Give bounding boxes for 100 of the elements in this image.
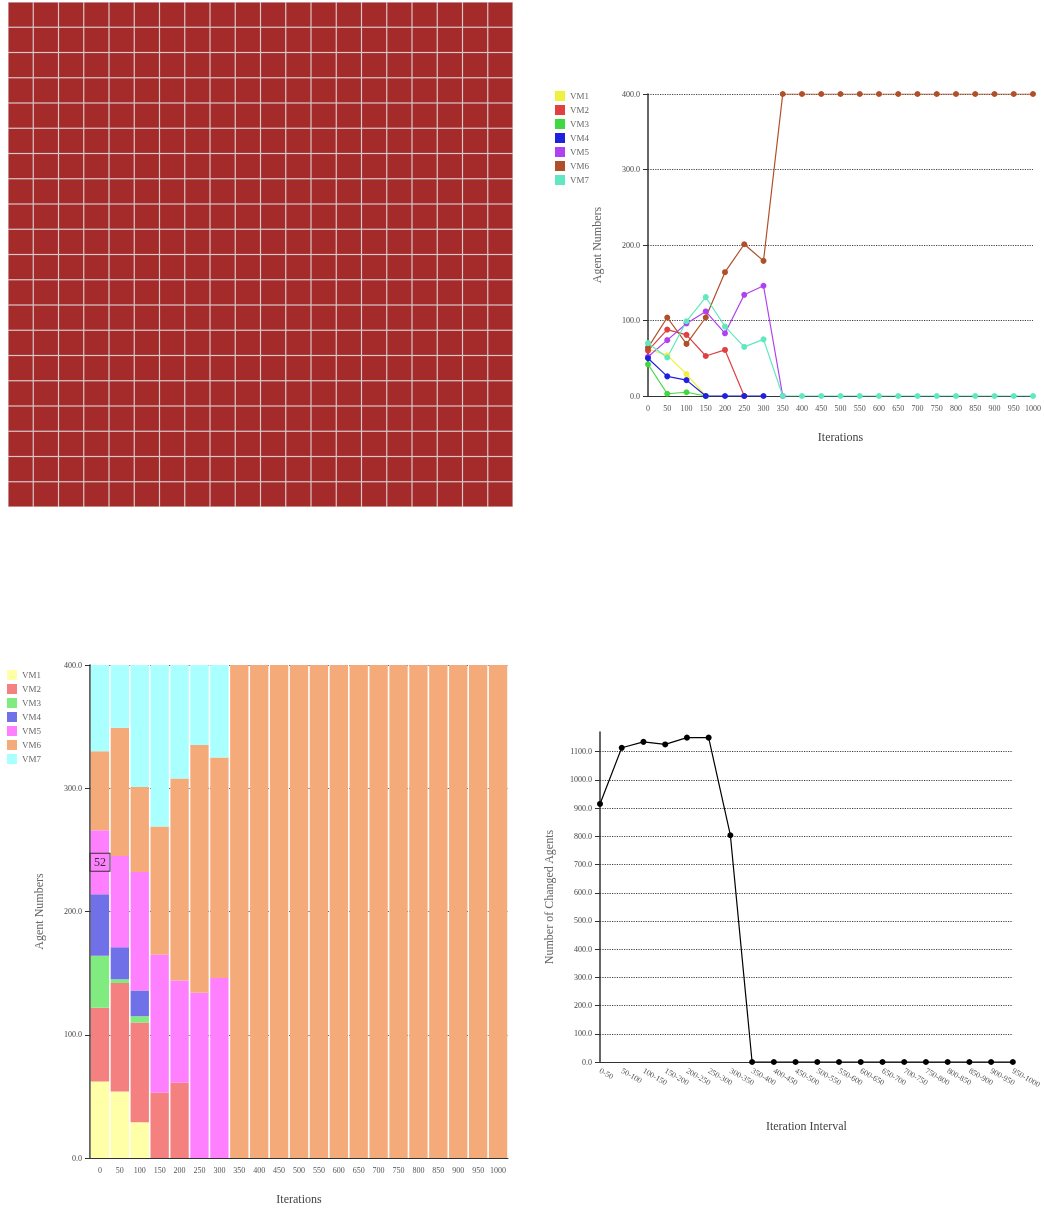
point <box>722 393 728 399</box>
point <box>944 1059 951 1065</box>
point <box>722 269 728 276</box>
bar <box>110 982 130 1092</box>
point <box>664 373 671 380</box>
point <box>933 393 940 399</box>
bar <box>110 947 130 980</box>
point <box>856 91 863 97</box>
point <box>953 91 959 97</box>
point <box>683 331 690 338</box>
point <box>991 91 998 97</box>
x-tick-label: 150 <box>153 1165 166 1175</box>
bar <box>289 665 309 1158</box>
y-tick-label: 400.0 <box>574 944 592 954</box>
bar <box>130 1122 149 1158</box>
x-tick-label: 0-50 <box>597 1066 615 1082</box>
x-tick-label: 650 <box>352 1165 365 1175</box>
x-tick-label: 600 <box>332 1165 345 1175</box>
annotation: 52 <box>93 855 106 870</box>
x-tick-label: 950 <box>472 1165 485 1175</box>
point <box>645 361 651 368</box>
legend-label: VM3 <box>570 119 590 129</box>
bar <box>130 872 149 991</box>
y-tick-label: 300.0 <box>574 972 592 982</box>
x-axis-title: Iterations <box>817 430 864 444</box>
y-tick-label: 400.0 <box>64 660 82 670</box>
point <box>770 1059 777 1065</box>
bar <box>130 1022 149 1123</box>
point <box>722 330 728 337</box>
x-tick-label: 550 <box>312 1165 325 1175</box>
bar <box>130 1016 149 1023</box>
point <box>1010 91 1017 97</box>
point <box>972 91 979 97</box>
point <box>814 1059 821 1065</box>
y-axis-title: Number of Changed Agents <box>542 829 556 965</box>
x-tick-label: 800 <box>950 403 962 413</box>
x-axis-title: Iterations <box>276 1192 322 1206</box>
bar <box>449 665 468 1158</box>
x-tick-label: 50 <box>115 1165 124 1175</box>
point <box>749 1059 756 1065</box>
x-tick-label: 450 <box>815 403 828 413</box>
point <box>972 393 979 399</box>
y-tick-label: 300.0 <box>64 783 82 793</box>
bar <box>90 894 110 956</box>
bar <box>130 665 149 788</box>
point <box>1010 393 1017 399</box>
point <box>779 91 786 97</box>
x-tick-label: 850 <box>432 1165 445 1175</box>
x-tick-label: 350 <box>776 403 789 413</box>
x-tick-label: 800 <box>412 1165 425 1175</box>
point <box>799 393 805 399</box>
x-tick-label: 900 <box>988 403 1001 413</box>
point <box>914 91 921 97</box>
bar <box>90 1007 110 1082</box>
point <box>922 1059 929 1065</box>
point <box>953 393 959 399</box>
x-tick-label: 750 <box>392 1165 405 1175</box>
point <box>664 314 671 321</box>
x-axis-title: Iteration Interval <box>765 1119 848 1133</box>
point <box>901 1059 908 1065</box>
legend-label: VM4 <box>22 712 42 722</box>
bar <box>90 830 110 895</box>
bar <box>110 979 130 983</box>
bar <box>269 665 289 1158</box>
point <box>837 91 844 97</box>
point <box>683 377 690 384</box>
y-tick-label: 100.0 <box>622 316 640 325</box>
y-tick-label: 1000.0 <box>570 775 592 785</box>
point <box>664 326 671 333</box>
y-tick-label: 800.0 <box>574 831 592 841</box>
point <box>664 337 671 344</box>
point <box>683 340 690 347</box>
point <box>597 800 603 807</box>
x-tick-label: 550 <box>853 403 866 413</box>
y-axis-title: Agent Numbers <box>32 873 46 950</box>
x-tick-label: 300 <box>213 1165 226 1175</box>
point <box>895 91 902 97</box>
x-tick-label: 500 <box>293 1165 305 1175</box>
point <box>837 393 844 399</box>
point <box>727 832 734 839</box>
x-tick-label: 200 <box>173 1165 186 1175</box>
point <box>702 308 709 315</box>
x-tick-label: 650 <box>892 403 905 413</box>
point <box>818 393 825 399</box>
y-tick-label: 600.0 <box>574 888 592 898</box>
y-tick-label: 900.0 <box>574 803 592 813</box>
bar <box>90 665 110 752</box>
point <box>683 371 690 378</box>
x-tick-label: 350 <box>233 1165 246 1175</box>
bar <box>90 955 110 1008</box>
point <box>618 744 625 751</box>
x-tick-label: 950 <box>1007 403 1020 413</box>
point <box>991 393 998 399</box>
point <box>760 257 767 264</box>
point <box>895 393 902 399</box>
x-tick-label: 850 <box>969 403 982 413</box>
y-tick-label: 200.0 <box>574 1001 592 1011</box>
y-tick-label: 100.0 <box>64 1030 82 1040</box>
point <box>705 734 712 741</box>
point <box>1030 91 1036 97</box>
